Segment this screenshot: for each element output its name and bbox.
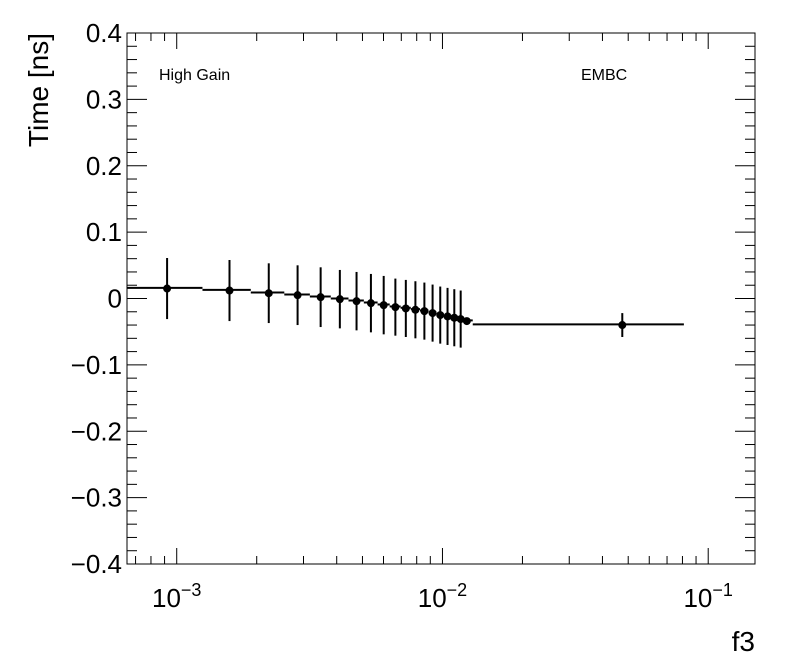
data-point (456, 315, 465, 324)
y-tick-label: 0.3 (86, 84, 122, 114)
y-axis-tick-labels: 0.4 0.3 0.2 0.1 0 −0.1 −0.2 −0.3 −0.4 (71, 18, 122, 579)
data-point (450, 313, 459, 322)
y-tick-label: −0.1 (71, 350, 122, 380)
data-point (443, 312, 452, 321)
data-points (163, 258, 627, 348)
annotation-high-gain: High Gain (159, 67, 230, 84)
data-point (391, 303, 400, 312)
data-point (316, 293, 325, 302)
x-tick-label-base: 10 (683, 583, 712, 613)
y-tick-label: 0 (108, 284, 122, 314)
x-tick-label-base: 10 (152, 583, 181, 613)
x-axis-tick-labels: 10−3 10−2 10−1 (152, 580, 733, 613)
data-point (618, 321, 627, 330)
annotation-embc: EMBC (581, 67, 627, 84)
x-tick-label-exponent: −3 (181, 580, 202, 600)
data-point (352, 297, 361, 306)
data-point (225, 286, 234, 295)
x-axis-ticks (135, 33, 709, 564)
x-tick-label: 10−3 (152, 580, 201, 613)
x-tick-label: 10−1 (683, 580, 732, 613)
y-axis-title: Time [ns] (23, 33, 54, 147)
x-axis-title: f3 (732, 626, 755, 657)
data-point (420, 307, 429, 316)
y-tick-label: 0.2 (86, 151, 122, 181)
data-point (366, 299, 375, 308)
data-point (163, 284, 172, 293)
data-point (379, 301, 388, 310)
y-axis-ticks (127, 32, 755, 565)
data-point (264, 289, 273, 298)
y-tick-label: −0.4 (71, 549, 122, 579)
data-point (401, 304, 410, 313)
data-point (462, 317, 471, 326)
data-point (436, 311, 445, 320)
y-tick-label: −0.3 (71, 483, 122, 513)
x-tick-label-exponent: −2 (447, 580, 468, 600)
data-point (428, 309, 437, 318)
data-point (293, 291, 302, 300)
y-tick-label: 0.1 (86, 217, 122, 247)
y-tick-label: −0.2 (71, 416, 122, 446)
data-point (335, 295, 344, 304)
x-tick-label-exponent: −1 (712, 580, 733, 600)
x-tick-label-base: 10 (418, 583, 447, 613)
y-tick-label: 0.4 (86, 18, 122, 48)
x-tick-label: 10−2 (418, 580, 467, 613)
data-point (411, 305, 420, 314)
